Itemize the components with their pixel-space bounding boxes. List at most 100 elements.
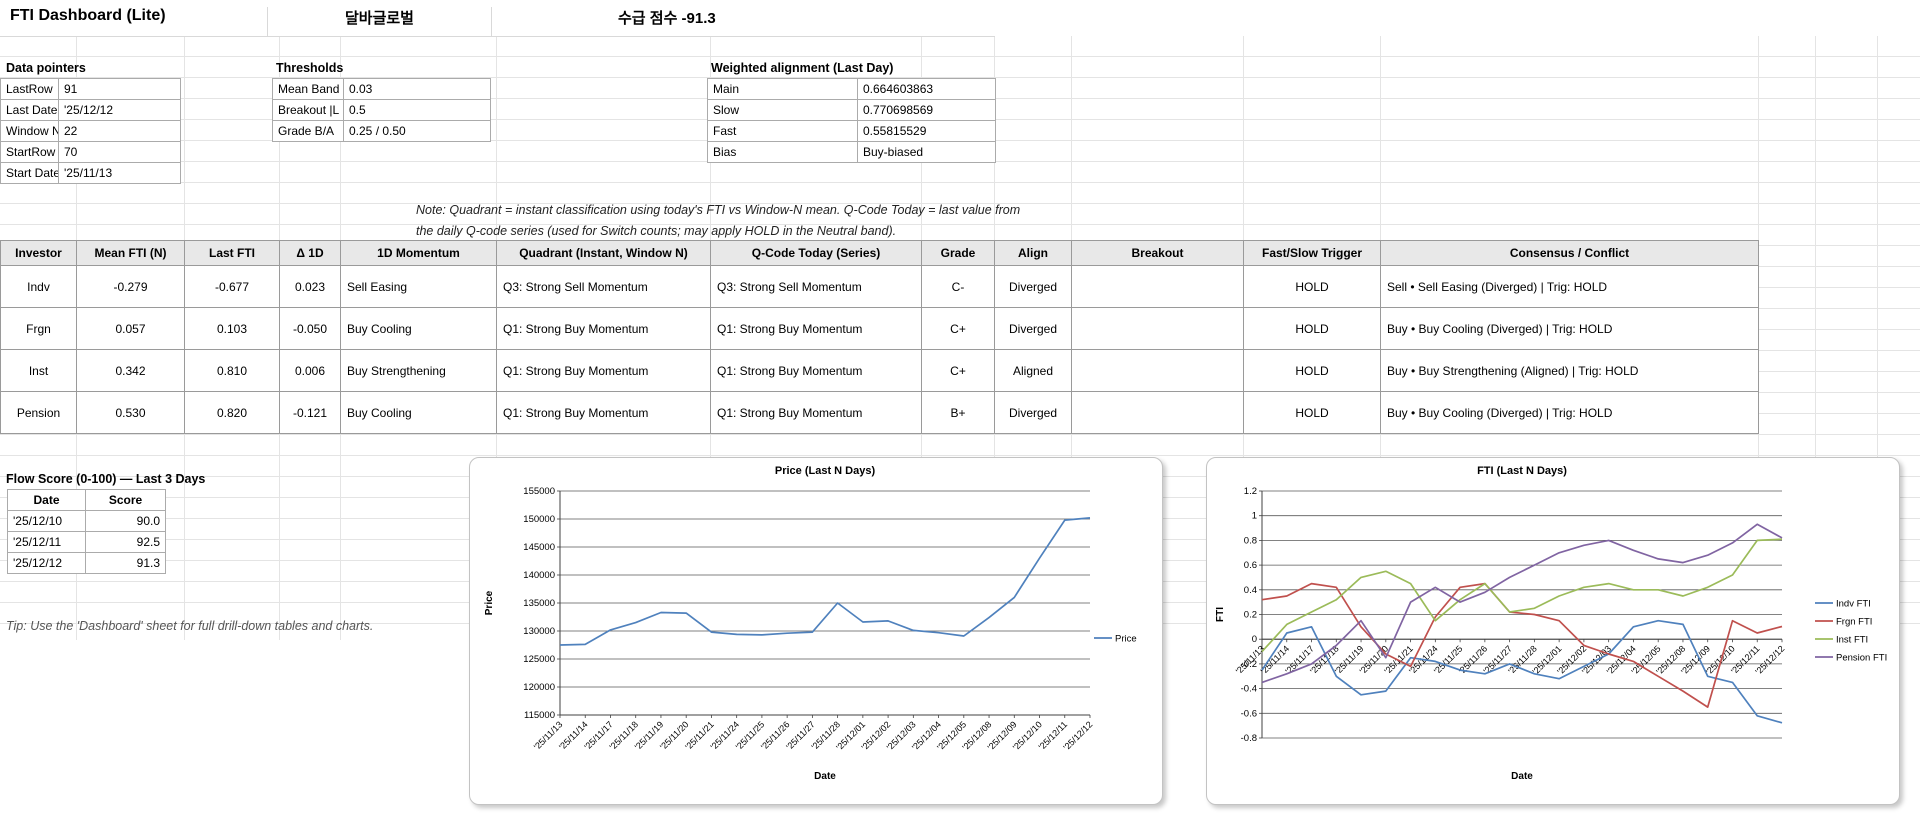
row-value-cell[interactable]: 92.5 [86, 532, 166, 553]
svg-text:-0.4: -0.4 [1241, 684, 1257, 695]
table-cell[interactable]: Q1: Strong Buy Momentum [711, 350, 922, 392]
table-cell[interactable]: 0.342 [77, 350, 185, 392]
table-cell[interactable]: Buy Strengthening [341, 350, 497, 392]
column-header-cell[interactable]: Q-Code Today (Series) [711, 241, 922, 266]
row-label-cell[interactable]: Grade B/A [273, 121, 344, 142]
table-cell[interactable]: Pension [1, 392, 77, 434]
table-cell[interactable]: Inst [1, 350, 77, 392]
row-label-cell[interactable]: Bias [708, 142, 858, 163]
row-label-cell[interactable]: Last Date [1, 100, 59, 121]
row-value-cell[interactable]: '25/11/13 [59, 163, 181, 184]
table-cell[interactable]: Frgn [1, 308, 77, 350]
table-cell[interactable]: HOLD [1244, 308, 1381, 350]
table-cell[interactable]: C+ [922, 350, 995, 392]
table-cell[interactable]: 0.820 [185, 392, 280, 434]
table-cell[interactable]: C- [922, 266, 995, 308]
table-cell[interactable]: Q1: Strong Buy Momentum [497, 308, 711, 350]
column-header-cell[interactable]: Align [995, 241, 1072, 266]
table-cell[interactable]: Q1: Strong Buy Momentum [711, 308, 922, 350]
table-cell[interactable]: 0.530 [77, 392, 185, 434]
table-row: LastRow 91 [1, 79, 181, 100]
row-label-cell[interactable]: LastRow [1, 79, 59, 100]
row-value-cell[interactable]: Buy-biased [858, 142, 996, 163]
column-header-cell[interactable]: Quadrant (Instant, Window N) [497, 241, 711, 266]
table-cell[interactable]: HOLD [1244, 350, 1381, 392]
column-header-cell[interactable]: Mean FTI (N) [77, 241, 185, 266]
table-cell[interactable]: B+ [922, 392, 995, 434]
table-cell[interactable]: 0.057 [77, 308, 185, 350]
row-label-cell[interactable]: Main [708, 79, 858, 100]
table-cell[interactable]: Diverged [995, 392, 1072, 434]
table-cell[interactable]: C+ [922, 308, 995, 350]
table-cell[interactable]: Q3: Strong Sell Momentum [497, 266, 711, 308]
column-header-cell[interactable]: Grade [922, 241, 995, 266]
table-cell[interactable]: Q1: Strong Buy Momentum [497, 350, 711, 392]
table-cell[interactable]: Q3: Strong Sell Momentum [711, 266, 922, 308]
row-label-cell[interactable]: '25/12/10 [8, 511, 86, 532]
row-value-cell[interactable]: 0.664603863 [858, 79, 996, 100]
row-value-cell[interactable]: 70 [59, 142, 181, 163]
column-header-cell[interactable]: Investor [1, 241, 77, 266]
svg-text:130000: 130000 [523, 626, 555, 637]
table-cell[interactable]: Q1: Strong Buy Momentum [497, 392, 711, 434]
table-cell[interactable] [1072, 350, 1244, 392]
row-value-cell[interactable]: Score [86, 490, 166, 511]
row-value-cell[interactable]: 0.55815529 [858, 121, 996, 142]
table-cell[interactable]: 0.023 [280, 266, 341, 308]
table-cell[interactable]: -0.677 [185, 266, 280, 308]
row-value-cell[interactable]: 0.5 [344, 100, 491, 121]
table-cell[interactable]: -0.279 [77, 266, 185, 308]
table-cell[interactable]: Diverged [995, 308, 1072, 350]
table-cell[interactable]: HOLD [1244, 266, 1381, 308]
row-value-cell[interactable]: '25/12/12 [59, 100, 181, 121]
table-cell[interactable]: Buy • Buy Cooling (Diverged) | Trig: HOL… [1381, 308, 1759, 350]
table-cell[interactable]: Diverged [995, 266, 1072, 308]
table-cell[interactable]: 0.103 [185, 308, 280, 350]
table-cell[interactable]: 0.006 [280, 350, 341, 392]
svg-text:0.4: 0.4 [1244, 585, 1257, 596]
table-cell[interactable]: Sell Easing [341, 266, 497, 308]
table-cell[interactable]: Q1: Strong Buy Momentum [711, 392, 922, 434]
table-cell[interactable]: Buy Cooling [341, 308, 497, 350]
table-cell[interactable]: Aligned [995, 350, 1072, 392]
fti-chart-box[interactable]: -0.8 -0.6 -0.4 -0.2 0 0.2 0.4 0.6 0.8 1 1.2'25/11/… [1206, 457, 1900, 805]
price-chart-box[interactable]: 115000 120000 125000 130000 135000 140000 1450… [469, 457, 1163, 805]
svg-text:-0.2: -0.2 [1241, 659, 1257, 670]
table-cell[interactable]: -0.050 [280, 308, 341, 350]
table-cell[interactable]: 0.810 [185, 350, 280, 392]
row-value-cell[interactable]: 91.3 [86, 553, 166, 574]
table-cell[interactable]: Buy • Buy Strengthening (Aligned) | Trig… [1381, 350, 1759, 392]
row-label-cell[interactable]: '25/12/11 [8, 532, 86, 553]
row-label-cell[interactable]: Mean Band [273, 79, 344, 100]
row-value-cell[interactable]: 0.03 [344, 79, 491, 100]
table-cell[interactable] [1072, 392, 1244, 434]
column-header-cell[interactable]: Breakout [1072, 241, 1244, 266]
row-label-cell[interactable]: Window N [1, 121, 59, 142]
column-header-cell[interactable]: Last FTI [185, 241, 280, 266]
row-value-cell[interactable]: 91 [59, 79, 181, 100]
row-label-cell[interactable]: Start Date [1, 163, 59, 184]
column-header-cell[interactable]: Consensus / Conflict [1381, 241, 1759, 266]
row-value-cell[interactable]: 0.770698569 [858, 100, 996, 121]
stock-name-cell[interactable]: 달바글로벌 [267, 7, 492, 36]
row-value-cell[interactable]: 0.25 / 0.50 [344, 121, 491, 142]
row-label-cell[interactable]: Breakout |L [273, 100, 344, 121]
table-cell[interactable]: Buy Cooling [341, 392, 497, 434]
column-header-cell[interactable]: Fast/Slow Trigger [1244, 241, 1381, 266]
table-cell[interactable]: Indv [1, 266, 77, 308]
row-label-cell[interactable]: Slow [708, 100, 858, 121]
row-label-cell[interactable]: Fast [708, 121, 858, 142]
column-header-cell[interactable]: Δ 1D [280, 241, 341, 266]
table-cell[interactable]: Buy • Buy Cooling (Diverged) | Trig: HOL… [1381, 392, 1759, 434]
table-cell[interactable]: HOLD [1244, 392, 1381, 434]
table-cell[interactable]: -0.121 [280, 392, 341, 434]
row-label-cell[interactable]: StartRow [1, 142, 59, 163]
row-label-cell[interactable]: '25/12/12 [8, 553, 86, 574]
column-header-cell[interactable]: 1D Momentum [341, 241, 497, 266]
table-cell[interactable] [1072, 308, 1244, 350]
table-cell[interactable] [1072, 266, 1244, 308]
row-value-cell[interactable]: 90.0 [86, 511, 166, 532]
table-cell[interactable]: Sell • Sell Easing (Diverged) | Trig: HO… [1381, 266, 1759, 308]
row-value-cell[interactable]: 22 [59, 121, 181, 142]
row-label-cell[interactable]: Date [8, 490, 86, 511]
